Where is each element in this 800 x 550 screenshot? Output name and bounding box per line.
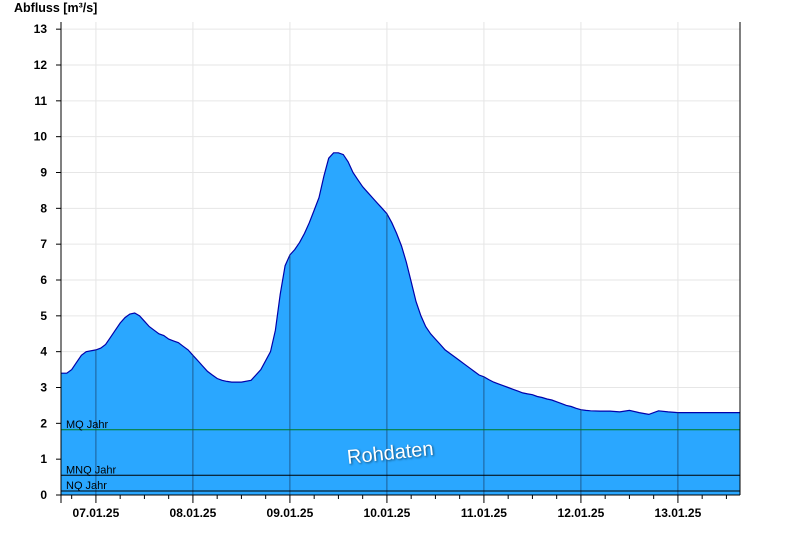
y-tick-label: 5 (40, 309, 47, 323)
x-tick-label: 09.01.25 (267, 506, 314, 520)
discharge-line (61, 152, 740, 416)
x-tick-label: 12.01.25 (558, 506, 605, 520)
discharge-area (61, 152, 740, 496)
reference-line-label: MNQ Jahr (66, 464, 116, 476)
y-tick-label: 8 (40, 201, 47, 215)
y-tick-label: 10 (34, 130, 48, 144)
reference-line-label: NQ Jahr (66, 480, 107, 492)
y-tick-label: 6 (40, 273, 47, 287)
x-tick-label: 11.01.25 (461, 506, 507, 520)
y-tick-label: 3 (40, 381, 47, 395)
y-tick-label: 2 (40, 416, 47, 430)
y-tick-label: 4 (40, 345, 47, 359)
y-tick-label: 11 (34, 94, 47, 108)
y-axis-label: Abfluss [m³/s] (14, 1, 98, 15)
y-tick-label: 1 (40, 452, 47, 466)
y-tick-label: 9 (40, 166, 47, 180)
x-tick-label: 13.01.25 (655, 506, 702, 520)
x-tick-label: 08.01.25 (170, 506, 217, 520)
y-tick-label: 12 (34, 58, 48, 72)
y-tick-label: 13 (34, 22, 48, 36)
y-tick-label: 0 (40, 488, 47, 502)
x-tick-label: 10.01.25 (364, 506, 411, 520)
x-tick-label: 07.01.25 (73, 506, 120, 520)
reference-line-label: MQ Jahr (66, 419, 109, 431)
y-tick-label: 7 (40, 237, 47, 251)
